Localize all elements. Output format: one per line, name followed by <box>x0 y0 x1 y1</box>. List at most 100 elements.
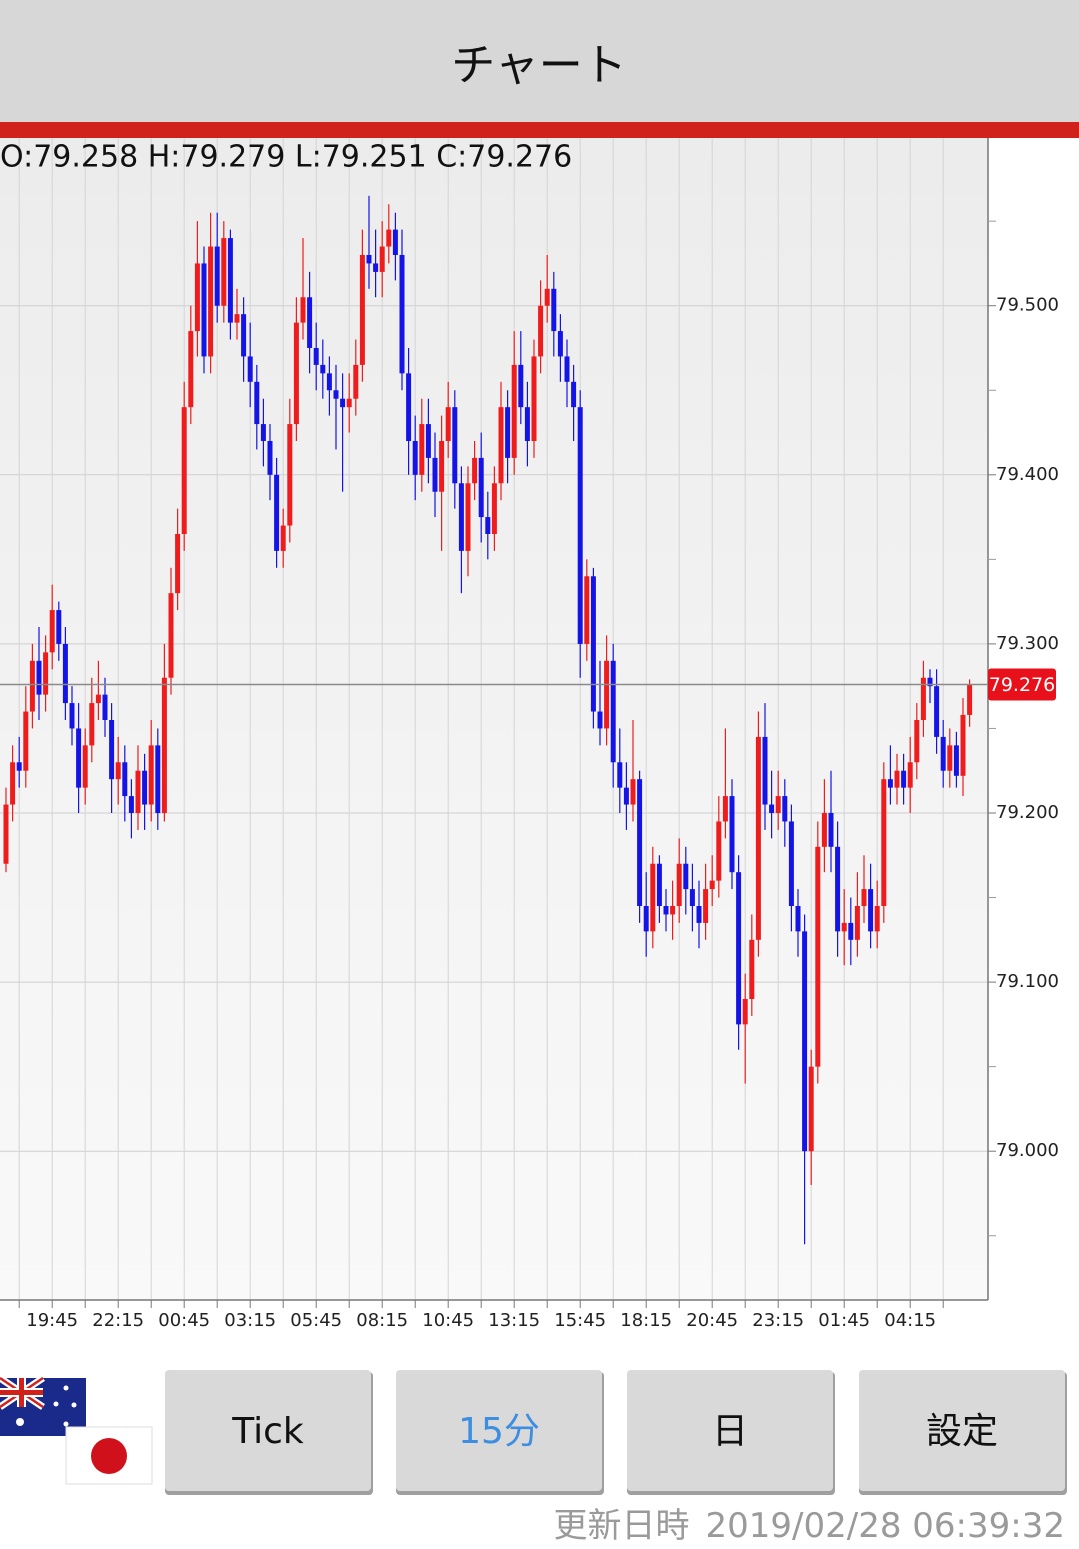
candle-body <box>868 889 874 932</box>
x-tick-label: 05:45 <box>290 1310 342 1331</box>
candle-body <box>445 407 451 441</box>
candle-body <box>56 610 62 644</box>
x-tick-label: 20:45 <box>686 1310 738 1331</box>
candle-body <box>29 660 35 712</box>
candle-body <box>511 364 517 458</box>
candle-body <box>439 440 445 492</box>
candle-body <box>637 779 643 907</box>
candle-body <box>280 525 286 551</box>
timeframe-button[interactable]: 設定 <box>859 1370 1067 1495</box>
candle-body <box>76 728 82 788</box>
candle-body <box>478 457 484 518</box>
candle-body <box>49 610 55 653</box>
candle-body <box>795 906 801 932</box>
candle-body <box>538 305 544 357</box>
candle-body <box>161 677 167 814</box>
candle-body <box>62 643 68 704</box>
candle-body <box>82 745 88 788</box>
candle-body <box>10 762 16 805</box>
candle-body <box>610 660 616 763</box>
button-face[interactable] <box>165 1370 371 1491</box>
button-label[interactable]: Tick <box>231 1411 304 1452</box>
candle-body <box>835 846 841 932</box>
candle-body <box>43 652 49 695</box>
x-tick-label: 00:45 <box>158 1310 210 1331</box>
x-tick-label: 04:15 <box>884 1310 936 1331</box>
candle-body <box>656 863 662 907</box>
candle-body <box>221 238 227 306</box>
candle-body <box>934 686 940 737</box>
update-timestamp: 2019/02/28 06:39:32 <box>706 1506 1065 1546</box>
candle-body <box>815 846 821 1067</box>
candle-body <box>927 677 933 687</box>
candle-body <box>412 440 418 475</box>
candle-body <box>69 703 75 729</box>
plot-area <box>0 138 988 1300</box>
candle-body <box>247 356 253 382</box>
candle-body <box>23 711 29 771</box>
y-tick-label: 79.100 <box>996 971 1059 992</box>
candle-body <box>518 364 524 408</box>
candle-body <box>274 474 280 551</box>
y-tick-label: 79.300 <box>996 633 1059 654</box>
timeframe-button[interactable]: 日 <box>627 1370 835 1495</box>
candle-body <box>227 238 233 323</box>
candle-body <box>524 407 530 441</box>
y-tick-label: 79.000 <box>996 1140 1059 1161</box>
candle-body <box>782 796 788 822</box>
button-label[interactable]: 日 <box>712 1411 748 1452</box>
y-tick-label: 79.400 <box>996 464 1059 485</box>
candle-body <box>881 779 887 907</box>
candles <box>3 195 973 1245</box>
candle-body <box>947 745 953 771</box>
candle-body <box>571 381 577 408</box>
candle-body <box>109 720 115 780</box>
candle-body <box>630 779 636 805</box>
candle-body <box>340 398 346 408</box>
button-label[interactable]: 設定 <box>926 1411 998 1452</box>
candle-body <box>848 922 854 940</box>
candle-body <box>452 407 458 484</box>
candle-body <box>960 714 966 776</box>
button-label[interactable]: 15分 <box>458 1411 540 1452</box>
candle-body <box>128 796 134 814</box>
candle-body <box>366 254 372 264</box>
button-face[interactable] <box>627 1370 833 1491</box>
timeframe-button[interactable]: Tick <box>165 1370 373 1495</box>
candle-body <box>914 720 920 763</box>
candle-body <box>577 407 583 644</box>
header-bar <box>0 0 1079 122</box>
candle-body <box>617 762 623 788</box>
currency-flags <box>0 1375 153 1485</box>
current-price-label: 79.276 <box>989 674 1055 696</box>
candle-body <box>168 593 174 678</box>
candle-body <box>749 939 755 1000</box>
timeframe-button[interactable]: 15分 <box>396 1370 604 1495</box>
candle-body <box>802 931 808 1152</box>
candle-body <box>821 813 827 847</box>
candle-body <box>940 736 946 771</box>
header-title: チャート <box>451 40 627 91</box>
x-tick-label: 15:45 <box>554 1310 606 1331</box>
candle-body <box>392 229 398 255</box>
candle-body <box>894 770 900 788</box>
button-face[interactable] <box>396 1370 602 1491</box>
candle-body <box>148 745 154 805</box>
x-tick-label: 01:45 <box>818 1310 870 1331</box>
candle-body <box>709 880 715 890</box>
x-tick-label: 10:45 <box>422 1310 474 1331</box>
candle-body <box>102 694 108 720</box>
candle-body <box>465 483 471 551</box>
candle-body <box>254 381 260 425</box>
candle-body <box>491 483 497 534</box>
candle-body <box>406 373 412 441</box>
candle-body <box>557 331 563 357</box>
candle-body <box>313 347 319 365</box>
candle-body <box>650 863 656 932</box>
candle-body <box>696 906 702 923</box>
candle-body <box>544 288 550 306</box>
candle-body <box>142 770 148 805</box>
candle-body <box>920 677 926 720</box>
button-face[interactable] <box>859 1370 1065 1491</box>
